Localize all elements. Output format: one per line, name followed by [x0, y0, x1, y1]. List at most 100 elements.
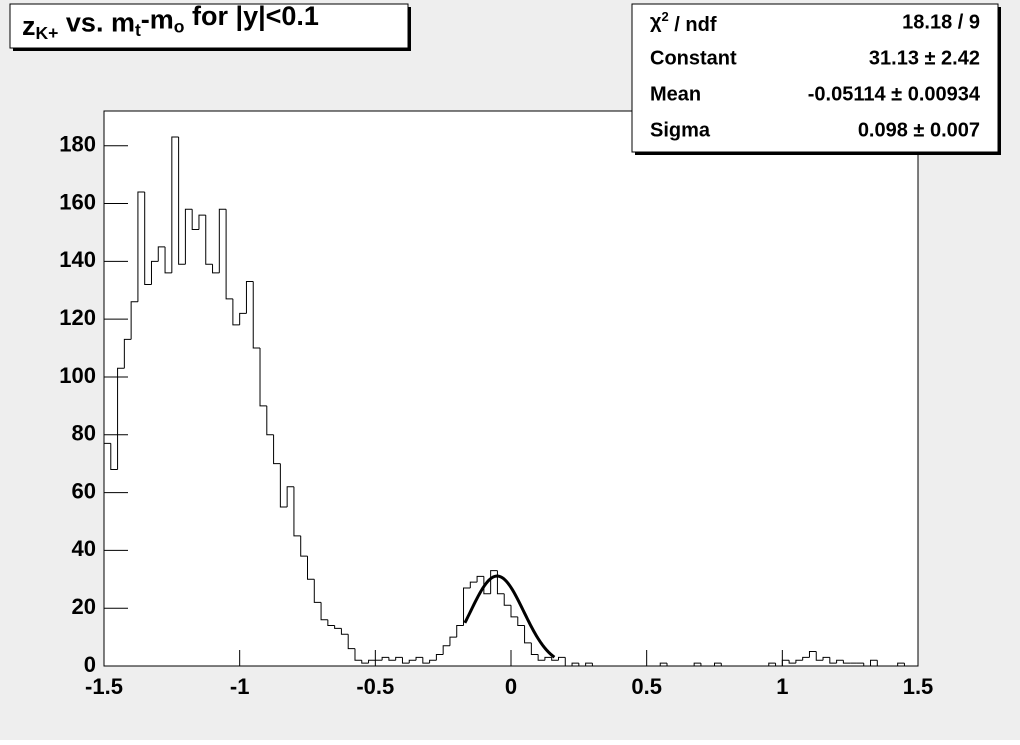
- histogram-bin: [714, 662, 722, 666]
- histogram-bin: [415, 656, 423, 661]
- stats-label: Constant: [650, 47, 737, 69]
- histogram-bin: [307, 556, 315, 580]
- y-tick-label: 60: [72, 478, 96, 503]
- histogram-bin: [164, 246, 172, 274]
- histogram-bin: [571, 662, 579, 666]
- histogram-bin: [829, 657, 837, 664]
- histogram-bin: [510, 605, 518, 618]
- histogram-bin: [903, 663, 912, 667]
- histogram-bin: [449, 636, 457, 646]
- histogram-bin: [659, 662, 668, 666]
- histogram-bin: [463, 587, 471, 626]
- histogram-bin: [184, 208, 193, 265]
- histogram-bin: [381, 656, 389, 661]
- text-part: t: [135, 19, 141, 39]
- histogram-bin: [347, 634, 355, 650]
- histogram-bin: [530, 642, 539, 655]
- x-tick-label: -1: [230, 674, 250, 699]
- x-tick-label: 0: [505, 674, 517, 699]
- x-tick-label: -0.5: [356, 674, 394, 699]
- y-tick-label: 80: [72, 421, 96, 446]
- histogram-bin: [150, 260, 159, 285]
- histogram-bin: [469, 581, 478, 588]
- y-tick-label: 120: [59, 305, 96, 330]
- histogram-bin: [836, 659, 844, 664]
- histogram-bin: [117, 367, 125, 470]
- text-part: z: [22, 11, 36, 41]
- histogram-bin: [693, 662, 701, 666]
- histogram-bin: [408, 659, 417, 664]
- histogram-bin: [815, 651, 824, 661]
- stats-value: 0.098 ± 0.007: [858, 119, 980, 141]
- histogram-bin: [775, 663, 783, 667]
- text-part: -m: [141, 5, 174, 35]
- y-tick-label: 100: [59, 363, 96, 388]
- y-tick-label: 160: [59, 189, 96, 214]
- histogram-bin: [517, 616, 525, 627]
- histogram-bin: [551, 657, 559, 661]
- histogram-bin: [429, 659, 437, 664]
- histogram-bin: [700, 663, 708, 667]
- x-tick-label: 0.5: [631, 674, 662, 699]
- histogram-bin: [537, 654, 545, 661]
- histogram-bin: [395, 656, 403, 661]
- histogram-bin: [300, 535, 308, 557]
- histogram-bin: [191, 209, 199, 231]
- stats-value: 18.18 / 9: [902, 11, 980, 33]
- histogram-bin: [476, 575, 484, 583]
- histogram-bin: [768, 662, 776, 666]
- histogram-bin: [327, 619, 335, 627]
- histogram-bin: [524, 625, 532, 644]
- y-tick-label: 140: [59, 247, 96, 272]
- histogram-bin: [897, 662, 905, 666]
- histogram-bin: [110, 443, 118, 470]
- histogram-bin: [157, 246, 166, 262]
- stats-label: χ2 / ndf: [650, 9, 717, 36]
- histogram-bin: [496, 570, 505, 595]
- text-part: χ: [650, 11, 662, 33]
- histogram-bin: [144, 191, 152, 285]
- histogram-bin: [842, 660, 851, 664]
- histogram-bin: [435, 653, 444, 661]
- frame: [103, 110, 919, 667]
- stats-label: Sigma: [650, 119, 711, 141]
- histogram-bin: [863, 663, 871, 667]
- text-part: o: [174, 16, 185, 36]
- histogram-bin: [822, 656, 830, 661]
- histogram-bin: [781, 659, 790, 666]
- histogram-bin: [340, 628, 349, 635]
- histogram-bin: [259, 348, 267, 407]
- histogram-bin: [279, 463, 288, 508]
- y-tick-label: 180: [59, 132, 96, 157]
- histogram-bin: [808, 651, 817, 658]
- histogram-bin: [232, 298, 240, 326]
- y-tick-label: 0: [84, 652, 96, 677]
- histogram-bin: [564, 657, 573, 667]
- histogram-bin: [544, 656, 552, 661]
- histogram-bin: [225, 209, 233, 300]
- y-tick-label: 40: [72, 536, 96, 561]
- histogram-bin: [313, 579, 322, 603]
- histogram-bin: [212, 264, 220, 274]
- histogram-bin: [123, 338, 132, 369]
- text-part: vs. m: [58, 8, 135, 38]
- x-tick-label: 1: [776, 674, 788, 699]
- title-box: [9, 3, 409, 49]
- histogram-bin: [720, 663, 729, 667]
- histogram-bin: [273, 434, 281, 465]
- chart-title: zK+ vs. mt-mo for |y|<0.1: [22, 1, 319, 43]
- histogram-bin: [795, 659, 803, 664]
- x-tick-label: 1.5: [903, 674, 934, 699]
- histogram-bin: [483, 576, 491, 595]
- histogram-bin: [802, 656, 810, 661]
- histogram-bin: [422, 657, 430, 664]
- histogram-bin: [585, 662, 593, 666]
- histogram-bin: [591, 663, 600, 667]
- text-part: for |y|<0.1: [185, 1, 319, 31]
- histogram-bin: [401, 657, 410, 664]
- histogram-bin: [368, 659, 376, 664]
- histogram-bin: [490, 570, 498, 594]
- histogram-bin: [293, 486, 301, 537]
